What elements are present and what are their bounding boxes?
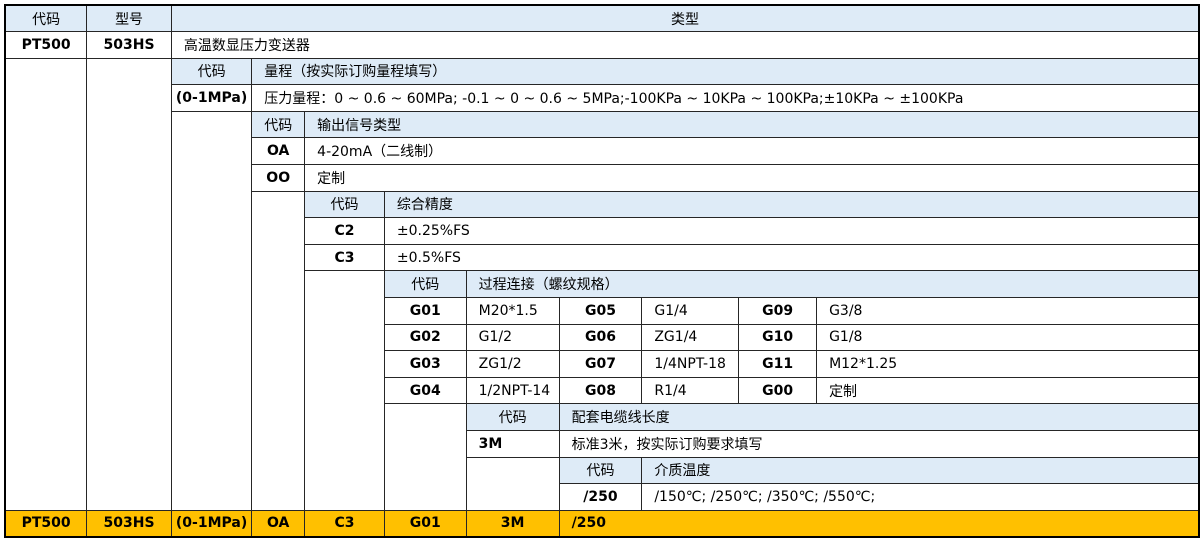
range-header-row: 代码 量程（按实际订购量程填写）	[4, 57, 1200, 511]
cable-code-label: 代码	[465, 403, 560, 431]
connection-desc-g08: R1/4	[641, 376, 740, 405]
accuracy-code-c2: C2	[304, 217, 385, 245]
accuracy-header-row: 代码 综合精度	[5, 190, 1200, 511]
selected-product-code: PT500	[4, 509, 88, 538]
connection-desc-g04: 1/2NPT-14	[465, 376, 560, 405]
connection-code-g11: G11	[738, 350, 818, 378]
selected-connection: G01	[383, 509, 467, 538]
product-model: 503HS	[86, 31, 172, 59]
connection-desc-g03: ZG1/2	[465, 350, 560, 378]
accuracy-code-label: 代码	[304, 190, 385, 219]
connection-desc-g05: G1/4	[641, 297, 740, 325]
spec-table-container: 代码 型号 类型 PT500 503HS 高温数显压力变送器 代码 量程（按实际订购量程填写）…	[4, 4, 1200, 538]
header-type: 类型	[170, 4, 1200, 33]
temperature-header-row: 代码 介质温度	[5, 456, 1200, 511]
signal-code-label: 代码	[251, 110, 306, 139]
signal-desc-oa: 4-20mA（二线制）	[304, 137, 1200, 166]
selection-summary-row: PT500 503HS (0-1MPa) OA C3 G01 3M/250	[4, 509, 1200, 538]
connection-code-g04: G04	[383, 376, 467, 405]
range-description: 压力量程：0 ~ 0.6 ~ 60MPa; -0.1 ~ 0 ~ 0.6 ~ 5…	[251, 84, 1200, 112]
accuracy-row-c2: C2 ±0.25%FS	[5, 217, 1200, 245]
connection-code-label: 代码	[383, 270, 467, 299]
connection-section-title: 过程连接（螺纹规格）	[465, 270, 1200, 299]
signal-row-oa: OA 4-20mA（二线制）	[5, 137, 1200, 166]
spacer-col-signal	[251, 190, 306, 511]
connection-desc-g01: M20*1.5	[465, 297, 560, 325]
selected-cable: 3M	[465, 509, 560, 538]
connection-desc-g07: 1/4NPT-18	[641, 350, 740, 378]
spacer-col-range	[170, 110, 253, 511]
temperature-desc-250: /150℃; /250℃; /350℃; /550℃;	[641, 483, 1200, 511]
connection-code-g10: G10	[738, 323, 818, 352]
temperature-code-250: /250	[558, 483, 643, 511]
selected-signal: OA	[251, 509, 306, 538]
spacer-col-connection	[383, 403, 467, 511]
connection-code-g08: G08	[558, 376, 643, 405]
header-model: 型号	[86, 4, 172, 33]
cable-code-3m: 3M	[465, 430, 560, 458]
connection-code-g09: G09	[738, 297, 818, 325]
connection-desc-g10: G1/8	[816, 323, 1200, 352]
header-code: 代码	[4, 4, 88, 33]
signal-desc-oo: 定制	[304, 164, 1200, 192]
selected-product-model: 503HS	[86, 509, 172, 538]
signal-header-row: 代码 输出信号类型	[5, 110, 1200, 511]
connection-desc-g09: G3/8	[816, 297, 1200, 325]
signal-code-oo: OO	[251, 164, 306, 192]
header-row: 代码 型号 类型	[4, 4, 1200, 33]
cable-section-title: 配套电缆线长度	[558, 403, 1200, 431]
signal-section-title: 输出信号类型	[304, 110, 1200, 139]
spec-table: 代码 型号 类型 PT500 503HS 高温数显压力变送器 代码 量程（按实际订购量程填写）…	[4, 4, 1200, 538]
spacer-col-accuracy	[304, 270, 385, 511]
range-section-title: 量程（按实际订购量程填写）	[251, 57, 1200, 86]
connection-code-g00: G00	[738, 376, 818, 405]
product-row: PT500 503HS 高温数显压力变送器	[4, 31, 1200, 59]
selected-temperature: /250	[558, 509, 1200, 538]
temperature-row-250: /250/150℃; /250℃; /350℃; /550℃;	[5, 483, 1200, 511]
spacer-col-code	[4, 57, 88, 511]
temperature-section-title: 介质温度	[641, 456, 1200, 485]
signal-row-oo: OO 定制	[5, 164, 1200, 192]
accuracy-desc-c2: ±0.25%FS	[383, 217, 1200, 245]
spec-table-body: 代码 型号 类型 PT500 503HS 高温数显压力变送器 代码 量程（按实际订购量程填写）…	[4, 4, 1200, 538]
connection-code-g07: G07	[558, 350, 643, 378]
product-type: 高温数显压力变送器	[170, 31, 1200, 59]
accuracy-section-title: 综合精度	[383, 190, 1200, 219]
range-code-label: 代码	[170, 57, 253, 86]
range-value-row: (0-1MPa) 压力量程：0 ~ 0.6 ~ 60MPa; -0.1 ~ 0 ~…	[5, 84, 1200, 112]
connection-code-g03: G03	[383, 350, 467, 378]
connection-desc-g02: G1/2	[465, 323, 560, 352]
connection-code-g01: G01	[383, 297, 467, 325]
spacer-col-model	[86, 57, 172, 511]
connection-code-g06: G06	[558, 323, 643, 352]
selected-accuracy: C3	[304, 509, 385, 538]
connection-desc-g11: M12*1.25	[816, 350, 1200, 378]
connection-desc-g06: ZG1/4	[641, 323, 740, 352]
spacer-col-cable	[465, 456, 560, 511]
product-code: PT500	[4, 31, 88, 59]
selected-range: (0-1MPa)	[170, 509, 253, 538]
accuracy-code-c3: C3	[304, 243, 385, 272]
temperature-code-label: 代码	[558, 456, 643, 485]
accuracy-desc-c3: ±0.5%FS	[383, 243, 1200, 272]
signal-code-oa: OA	[251, 137, 306, 166]
cable-row-3m: 3M 标准3米，按实际订购要求填写	[5, 430, 1200, 458]
range-code-value: (0-1MPa)	[170, 84, 253, 112]
connection-code-g02: G02	[383, 323, 467, 352]
cable-desc-3m: 标准3米，按实际订购要求填写	[558, 430, 1200, 458]
connection-code-g05: G05	[558, 297, 643, 325]
connection-row-2: G02 G1/2 G06 ZG1/4 G10 G1/8	[5, 323, 1200, 352]
accuracy-row-c3: C3 ±0.5%FS	[5, 243, 1200, 272]
connection-desc-g00: 定制	[816, 376, 1200, 405]
